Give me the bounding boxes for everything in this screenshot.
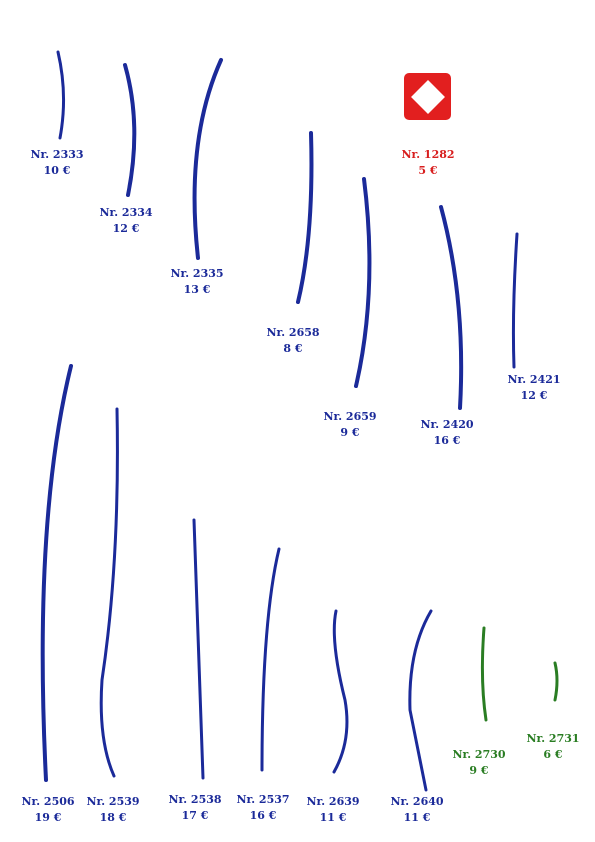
product-number: Nr. 2538 <box>168 793 222 806</box>
product-price: 5 € <box>418 164 438 177</box>
product-price: 16 € <box>249 809 277 822</box>
red-square-white-diamond-logo-icon <box>404 73 451 120</box>
product-price: 16 € <box>433 434 461 447</box>
product-price: 12 € <box>112 222 140 235</box>
product-2333-shape <box>56 50 66 140</box>
product-label-2730: Nr. 2730 9 € <box>439 747 519 779</box>
product-price: 11 € <box>319 811 347 824</box>
product-number: Nr. 2659 <box>323 410 377 423</box>
product-number: Nr. 2537 <box>236 793 290 806</box>
product-2539-shape <box>99 407 119 778</box>
product-price: 11 € <box>403 811 431 824</box>
product-number: Nr. 2658 <box>266 326 320 339</box>
product-2640-shape <box>408 609 433 792</box>
product-number: Nr. 2731 <box>526 732 580 745</box>
product-number: Nr. 2421 <box>507 373 561 386</box>
product-label-2538: Nr. 2538 17 € <box>155 792 235 824</box>
product-label-2333: Nr. 2333 10 € <box>17 147 97 179</box>
product-number: Nr. 1282 <box>401 148 455 161</box>
product-label-2335: Nr. 2335 13 € <box>157 266 237 298</box>
product-label-2731: Nr. 2731 6 € <box>513 731 593 763</box>
product-price: 17 € <box>181 809 209 822</box>
product-label-2420: Nr. 2420 16 € <box>407 417 487 449</box>
product-number: Nr. 2333 <box>30 148 84 161</box>
product-2731-shape <box>553 661 559 702</box>
product-label-2658: Nr. 2658 8 € <box>253 325 333 357</box>
product-2538-shape <box>192 518 205 780</box>
product-2659-shape <box>354 177 372 388</box>
product-price: 9 € <box>340 426 360 439</box>
product-2506-shape <box>40 364 73 782</box>
product-price: 13 € <box>183 283 211 296</box>
product-label-2659: Nr. 2659 9 € <box>310 409 390 441</box>
product-number: Nr. 2539 <box>86 795 140 808</box>
product-2537-shape <box>260 547 281 772</box>
product-label-2506: Nr. 2506 19 € <box>8 794 88 826</box>
product-label-2537: Nr. 2537 16 € <box>223 792 303 824</box>
product-label-2539: Nr. 2539 18 € <box>73 794 153 826</box>
product-price: 10 € <box>43 164 71 177</box>
product-label-2334: Nr. 2334 12 € <box>86 205 166 237</box>
product-price: 6 € <box>543 748 563 761</box>
product-price: 12 € <box>520 389 548 402</box>
product-price: 18 € <box>99 811 127 824</box>
product-label-2421: Nr. 2421 12 € <box>494 372 574 404</box>
product-2639-shape <box>332 609 349 774</box>
product-label-1282: Nr. 1282 5 € <box>388 147 468 179</box>
product-number: Nr. 2420 <box>420 418 474 431</box>
product-2421-shape <box>511 232 519 369</box>
product-price: 19 € <box>34 811 62 824</box>
product-number: Nr. 2730 <box>452 748 506 761</box>
product-label-2639: Nr. 2639 11 € <box>293 794 373 826</box>
product-number: Nr. 2639 <box>306 795 360 808</box>
product-price: 9 € <box>469 764 489 777</box>
product-2335-shape <box>192 58 223 260</box>
product-number: Nr. 2506 <box>21 795 75 808</box>
product-number: Nr. 2334 <box>99 206 153 219</box>
product-2420-shape <box>439 205 464 410</box>
product-number: Nr. 2640 <box>390 795 444 808</box>
product-2658-shape <box>296 131 314 304</box>
product-2730-shape <box>480 626 488 722</box>
product-number: Nr. 2335 <box>170 267 224 280</box>
product-2334-shape <box>123 63 137 197</box>
product-price: 8 € <box>283 342 303 355</box>
product-label-2640: Nr. 2640 11 € <box>377 794 457 826</box>
